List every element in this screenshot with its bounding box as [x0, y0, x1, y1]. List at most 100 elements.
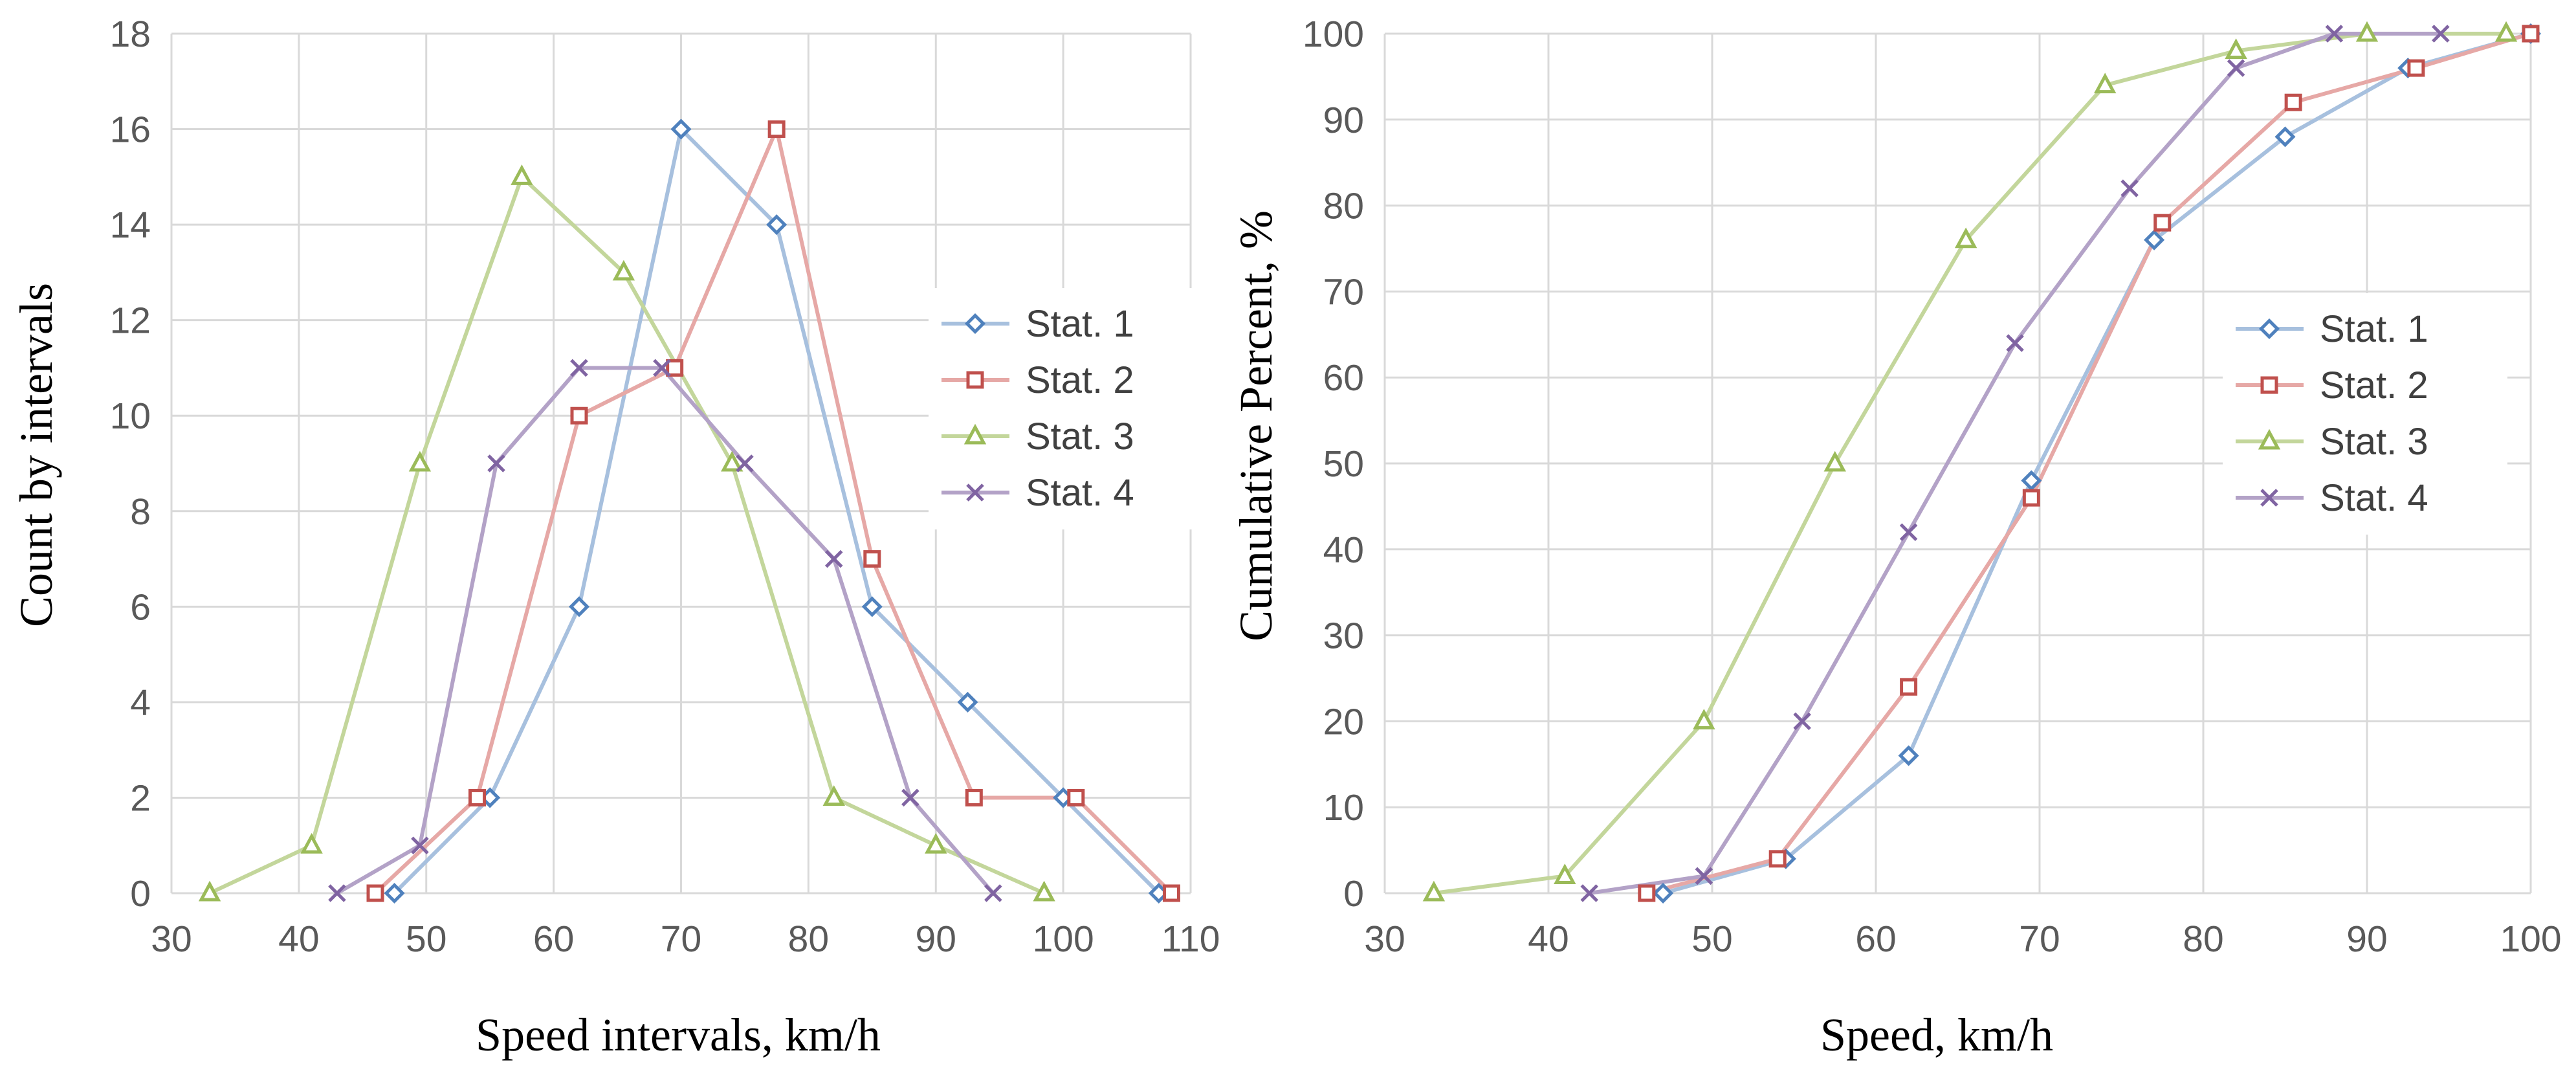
right-point-stat-3 — [1693, 709, 1715, 729]
left-point-stat-4 — [570, 359, 588, 377]
right-gridlines — [1383, 32, 2532, 894]
cumulative-percent-chart: 0 10 20 30 40 50 60 70 80 90 100 30 40 50 60 70 80 90 100… — [1230, 14, 2562, 1061]
left-x-tick-label: 40 — [278, 918, 319, 960]
left-legend-marker-stat-2 — [966, 371, 984, 389]
right-point-stat-3 — [1823, 450, 1846, 472]
left-y-axis-title: Count by intervals — [10, 283, 62, 627]
left-point-stat-3 — [198, 880, 221, 902]
left-y-tick-label: 0 — [130, 873, 151, 915]
left-point-stat-1 — [861, 596, 883, 617]
right-x-tick-label: 40 — [1528, 918, 1569, 960]
right-point-stat-4 — [2325, 25, 2344, 43]
right-point-stat-2 — [1900, 678, 1918, 696]
right-x-tick-labels: 30 40 50 60 70 80 90 100 — [1364, 918, 2561, 960]
right-point-stat-3 — [1554, 863, 1576, 884]
right-x-tick-label: 90 — [2346, 918, 2387, 960]
right-x-tick-label: 30 — [1364, 918, 1405, 960]
left-y-tick-label: 4 — [130, 682, 151, 724]
left-point-stat-3 — [408, 450, 432, 472]
left-point-stat-4 — [901, 788, 919, 807]
left-point-stat-3 — [612, 260, 635, 281]
left-point-stat-4 — [328, 884, 346, 902]
right-point-stat-1 — [1653, 882, 1674, 904]
left-y-tick-label: 8 — [130, 491, 151, 533]
left-point-stat-4 — [824, 550, 843, 568]
right-point-stat-3 — [2225, 38, 2247, 60]
left-legend-label-stat-2: Stat. 2 — [1026, 359, 1134, 401]
left-y-tick-label: 14 — [110, 205, 151, 246]
right-point-stat-2 — [2153, 214, 2172, 232]
right-legend-label-stat-1: Stat. 1 — [2320, 308, 2428, 350]
left-point-stat-2 — [468, 788, 486, 806]
left-point-stat-1 — [670, 118, 692, 140]
right-series-line-stat-2 — [1646, 32, 2531, 895]
left-point-stat-2 — [666, 359, 684, 377]
right-y-tick-labels: 0 10 20 30 40 50 60 70 80 90 100 — [1303, 14, 1364, 915]
left-y-tick-label: 12 — [110, 300, 151, 342]
right-y-tick-label: 10 — [1323, 787, 1364, 828]
left-y-tick-labels: 0 2 4 6 8 10 12 14 16 18 — [110, 14, 151, 915]
right-legend-marker-stat-1 — [2258, 318, 2280, 340]
left-point-stat-4 — [653, 359, 671, 377]
right-series-line-stat-1 — [1662, 32, 2531, 895]
right-point-stat-2 — [2284, 93, 2302, 111]
left-x-tick-label: 90 — [916, 918, 956, 960]
left-point-stat-3 — [721, 450, 743, 472]
right-x-tick-label: 70 — [2019, 918, 2060, 960]
left-legend-label-stat-1: Stat. 1 — [1026, 303, 1134, 345]
right-point-stat-3 — [1954, 227, 1977, 249]
left-point-stat-3 — [300, 832, 323, 854]
right-y-tick-label: 60 — [1323, 357, 1364, 399]
right-y-tick-label: 30 — [1323, 616, 1364, 657]
right-point-stat-1 — [2144, 229, 2165, 250]
left-x-axis-title: Speed intervals, km/h — [476, 1009, 881, 1061]
right-legend-label-stat-4: Stat. 4 — [2320, 477, 2428, 519]
right-point-stat-3 — [2494, 21, 2518, 42]
right-point-stat-2 — [1768, 850, 1787, 868]
left-point-stat-4 — [411, 836, 429, 854]
right-point-stat-3 — [2355, 21, 2379, 42]
left-y-tick-label: 10 — [110, 395, 151, 437]
right-y-tick-label: 80 — [1323, 186, 1364, 227]
left-point-stat-4 — [736, 454, 754, 472]
right-point-stat-4 — [2006, 334, 2024, 352]
right-point-stat-3 — [1422, 880, 1446, 902]
left-legend-label-stat-4: Stat. 4 — [1026, 472, 1134, 514]
right-point-stat-1 — [2274, 126, 2296, 148]
left-point-stat-3 — [822, 785, 845, 806]
left-point-stat-3 — [1033, 880, 1055, 902]
left-series-group — [198, 118, 1180, 904]
left-series-line-stat-3 — [208, 175, 1045, 895]
left-y-tick-label: 2 — [130, 777, 151, 819]
right-y-axis-title: Cumulative Percent, % — [1230, 210, 1282, 641]
right-y-tick-label: 90 — [1323, 100, 1364, 141]
left-point-stat-2 — [1067, 788, 1085, 806]
left-x-tick-label: 60 — [533, 918, 574, 960]
left-x-tick-label: 50 — [406, 918, 446, 960]
right-legend-marker-stat-2 — [2260, 376, 2278, 394]
left-point-stat-2 — [1162, 884, 1180, 902]
right-point-stat-2 — [2407, 59, 2425, 77]
right-point-stat-2 — [1638, 884, 1656, 902]
left-point-stat-2 — [863, 550, 881, 568]
left-point-stat-1 — [568, 596, 590, 617]
right-point-stat-3 — [2094, 72, 2117, 94]
right-x-tick-label: 60 — [1855, 918, 1896, 960]
count-by-intervals-chart: 0 2 4 6 8 10 12 14 16 18 30 40 50 60 70 80 90 100 110 Sta… — [10, 14, 1220, 1061]
right-x-tick-label: 100 — [2500, 918, 2561, 960]
right-point-stat-4 — [2432, 25, 2450, 43]
right-x-tick-label: 50 — [1691, 918, 1732, 960]
left-point-stat-2 — [366, 884, 384, 902]
left-point-stat-4 — [984, 884, 1002, 902]
right-x-axis-title: Speed, km/h — [1820, 1009, 2053, 1061]
right-legend-label-stat-2: Stat. 2 — [2320, 364, 2428, 406]
left-point-stat-1 — [766, 214, 787, 236]
left-x-tick-labels: 30 40 50 60 70 80 90 100 110 — [151, 918, 1220, 960]
right-point-stat-4 — [1695, 867, 1713, 885]
left-legend: Stat. 1 Stat. 2 Stat. 3 Stat. 4 — [929, 288, 1200, 529]
right-y-tick-label: 40 — [1323, 529, 1364, 571]
right-series-group — [1422, 21, 2542, 904]
right-y-tick-label: 50 — [1323, 443, 1364, 485]
right-point-stat-2 — [2022, 489, 2040, 507]
